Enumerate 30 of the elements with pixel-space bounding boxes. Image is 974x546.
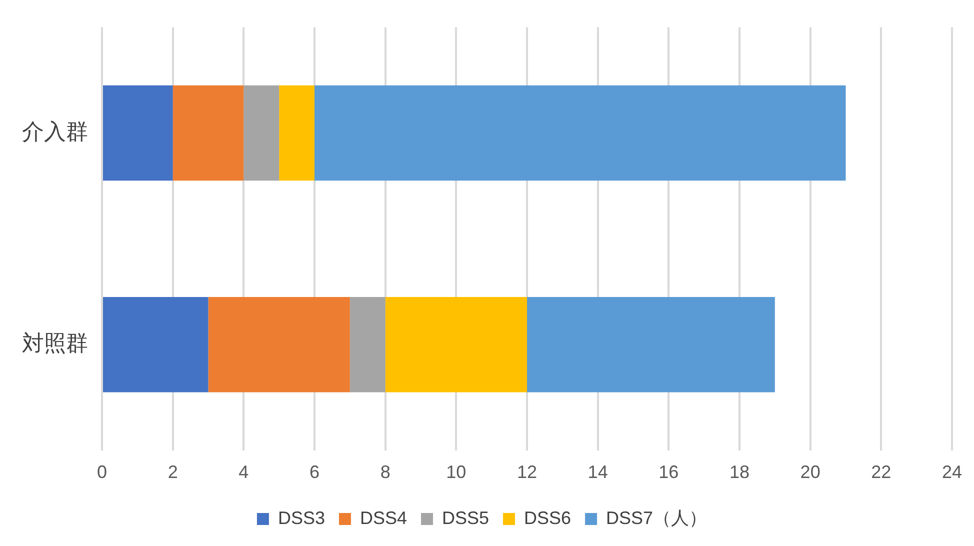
x-tick-label: 20 (800, 462, 820, 482)
legend-label: DSS4 (360, 508, 407, 528)
x-tick-label: 14 (588, 462, 608, 482)
x-tick-label: 10 (446, 462, 466, 482)
legend-label: DSS3 (278, 508, 325, 528)
bar (244, 85, 280, 181)
x-tick-label: 18 (729, 462, 750, 482)
y-tick-label: 介入群 (22, 119, 88, 144)
bar (314, 85, 846, 181)
x-tick-label: 16 (658, 462, 679, 482)
x-tick-label: 4 (238, 462, 249, 482)
y-tick-label: 対照群 (22, 330, 88, 356)
bar (385, 296, 527, 392)
bar (279, 85, 314, 181)
x-tick-label: 6 (309, 462, 320, 482)
legend-label: DSS5 (442, 508, 490, 528)
bar (172, 85, 244, 181)
x-tick-label: 24 (942, 462, 962, 482)
x-tick-label: 8 (380, 462, 390, 482)
legend-label: DSS6 (524, 508, 572, 528)
bar (103, 85, 173, 181)
legend-label: DSS7（人） (606, 508, 708, 528)
x-tick-label: 12 (516, 462, 538, 482)
x-tick-label: 0 (96, 462, 108, 482)
bar (350, 296, 386, 392)
bar (526, 296, 775, 392)
bar (208, 296, 350, 392)
x-tick-label: 22 (871, 462, 892, 482)
bar (103, 296, 208, 392)
x-tick-label: 2 (168, 462, 178, 482)
